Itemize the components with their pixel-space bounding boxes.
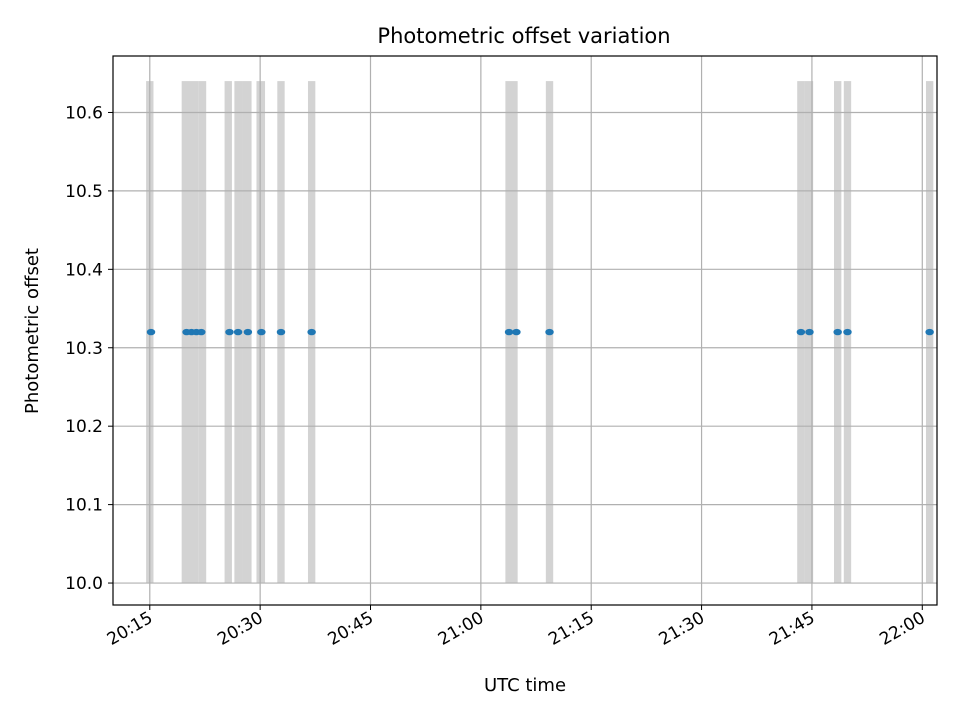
y-tick-label-4: 10.4	[65, 260, 103, 280]
data-point-12	[512, 328, 521, 336]
data-point-18	[925, 328, 934, 336]
data-point-9	[276, 328, 286, 336]
data-point-6	[233, 328, 243, 336]
y-tick-label-3: 10.3	[65, 339, 103, 359]
y-tick-label-0: 10.0	[65, 574, 103, 594]
y-tick-label-6: 10.6	[65, 103, 103, 123]
points-layer	[146, 328, 934, 336]
data-point-11	[504, 328, 514, 336]
data-point-14	[796, 328, 806, 336]
data-point-0	[146, 328, 156, 336]
data-point-17	[843, 328, 852, 336]
data-point-7	[243, 328, 253, 336]
data-point-8	[257, 328, 266, 336]
y-tick-label-1: 10.1	[65, 496, 103, 516]
data-point-4	[197, 328, 206, 336]
plot-frame	[112, 55, 938, 606]
chart-title: Photometric offset variation	[377, 24, 670, 48]
data-point-10	[307, 328, 316, 336]
y-tick-label-5: 10.5	[65, 182, 103, 202]
x-axis-label: UTC time	[484, 675, 566, 696]
data-point-16	[833, 328, 842, 336]
data-point-15	[805, 328, 814, 336]
data-point-5	[225, 328, 234, 336]
y-axis-label: Photometric offset	[22, 248, 43, 414]
data-point-13	[545, 328, 554, 336]
y-tick-label-2: 10.2	[65, 417, 103, 437]
